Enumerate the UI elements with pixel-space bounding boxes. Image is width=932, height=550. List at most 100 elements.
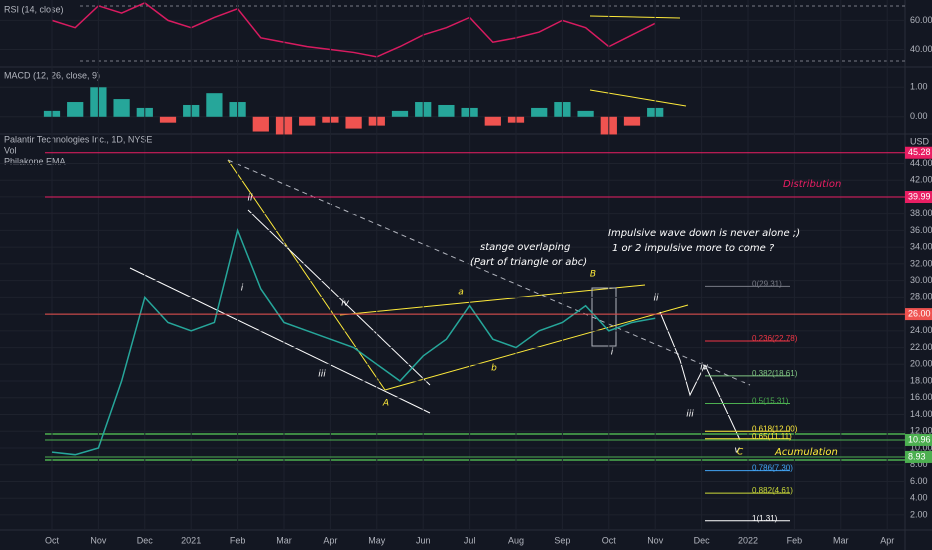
indicator-label: Philakone EMA <box>4 156 66 166</box>
x-tick-label: Nov <box>90 535 107 545</box>
price-level-tag <box>905 308 932 321</box>
y-tick-label: 0.00 <box>910 111 928 121</box>
annotation: i <box>241 284 244 294</box>
x-tick-label: Apr <box>323 535 337 545</box>
x-tick-label: Sep <box>554 535 570 545</box>
y-tick-label: 1.00 <box>910 82 928 92</box>
y-tick-label: 4.00 <box>910 493 928 503</box>
y-tick-label: 60.00 <box>910 15 932 25</box>
annotation: ii <box>653 294 659 304</box>
y-tick-label: 40.00 <box>910 44 932 54</box>
y-tick-label: 44.00 <box>910 158 932 168</box>
price-level-label: 26.00 <box>908 308 931 318</box>
price-level-tag <box>905 433 932 446</box>
annotation: ii <box>247 194 253 204</box>
y-tick-label: 18.00 <box>910 375 932 385</box>
trendline <box>589 15 681 19</box>
annotation: iv <box>341 299 350 309</box>
fib-label: 0.382(18.61) <box>752 369 798 378</box>
annotation: iii <box>318 370 326 380</box>
y-tick-label: 32.00 <box>910 258 932 268</box>
annotation: (Part of triangle or abc) <box>470 257 587 268</box>
y-tick-label: 36.00 <box>910 225 932 235</box>
y-tick-label: 14.00 <box>910 409 932 419</box>
annotation: Distribution <box>783 179 841 190</box>
histogram-bar <box>252 116 269 132</box>
price-level-label: 39.99 <box>908 191 931 201</box>
price-line <box>51 227 656 456</box>
y-tick-label: 20.00 <box>910 359 932 369</box>
x-tick-label: Jul <box>464 535 476 545</box>
y-tick-label: 24.00 <box>910 325 932 335</box>
trendline <box>589 89 687 107</box>
x-tick-label: May <box>368 535 386 545</box>
trendline <box>129 267 431 414</box>
histogram-bar <box>438 104 455 117</box>
fib-label: 0.882(4.61) <box>752 486 793 495</box>
y-tick-label: 2.00 <box>910 509 928 519</box>
fib-label: 0.5(15.31) <box>752 397 789 406</box>
x-tick-label: Aug <box>508 535 524 545</box>
annotation: Acumulation <box>774 447 838 458</box>
y-tick-label: 34.00 <box>910 242 932 252</box>
annotation: stange overlaping <box>480 242 570 253</box>
histogram-bar <box>345 116 362 129</box>
annotation: b <box>491 364 497 374</box>
histogram-bar <box>113 99 130 117</box>
y-tick-label: 8.00 <box>910 459 928 469</box>
annotation: v <box>734 446 740 456</box>
y-tick-label: 28.00 <box>910 292 932 302</box>
price-level-label: 8.93 <box>908 451 926 461</box>
y-tick-label: 6.00 <box>910 476 928 486</box>
histogram-bar <box>484 116 501 126</box>
fib-label: 0.236(22.78) <box>752 334 798 343</box>
fib-label: 0(29.31) <box>752 279 782 288</box>
histogram-bar <box>391 110 409 117</box>
x-tick-label: 2021 <box>181 535 201 545</box>
x-tick-label: Dec <box>694 535 711 545</box>
panel-title: Palantir Technologies Inc., 1D, NYSE <box>4 134 152 144</box>
x-tick-label: Oct <box>45 535 60 545</box>
price-level-tag <box>905 146 932 159</box>
annotation: a <box>458 288 464 298</box>
y-tick-label: 30.00 <box>910 275 932 285</box>
fib-label: 0.65(11.11) <box>752 432 792 441</box>
annotation: i <box>611 348 614 358</box>
unit-label: USD <box>910 136 930 146</box>
panel-title: RSI (14, close) <box>4 4 64 14</box>
y-tick-label: 10.00 <box>910 442 932 452</box>
histogram-bar <box>531 107 548 117</box>
x-tick-label: Feb <box>787 535 803 545</box>
price-line <box>51 2 656 58</box>
fib-label: 1(1.31) <box>752 514 778 523</box>
y-tick-label: 16.00 <box>910 392 932 402</box>
histogram-bar <box>67 102 84 117</box>
x-tick-label: Dec <box>137 535 154 545</box>
histogram-bar <box>159 116 177 123</box>
annotation: A <box>382 399 389 409</box>
x-tick-label: Oct <box>602 535 617 545</box>
histogram-bar <box>299 116 316 126</box>
x-tick-label: Mar <box>276 535 292 545</box>
x-tick-label: Jun <box>416 535 431 545</box>
histogram-bar <box>206 93 223 117</box>
annotation: C <box>737 448 744 458</box>
box <box>591 287 617 347</box>
annotation: B <box>590 270 596 280</box>
fib-label: 0.618(12.00) <box>752 424 798 433</box>
price-level-tag <box>905 191 932 204</box>
y-tick-label: 42.00 <box>910 175 932 185</box>
indicator-label: Vol <box>4 145 17 155</box>
histogram-bar <box>577 110 594 117</box>
price-level-label: 45.28 <box>908 147 931 157</box>
histogram-bar <box>623 116 641 126</box>
annotation: iii <box>686 410 694 420</box>
x-tick-label: Mar <box>833 535 849 545</box>
x-tick-label: Feb <box>230 535 246 545</box>
wave-path <box>659 311 741 441</box>
annotation: Impulsive wave down is never alone ;) <box>608 228 800 239</box>
x-tick-label: 2022 <box>738 535 758 545</box>
y-tick-label: 22.00 <box>910 342 932 352</box>
